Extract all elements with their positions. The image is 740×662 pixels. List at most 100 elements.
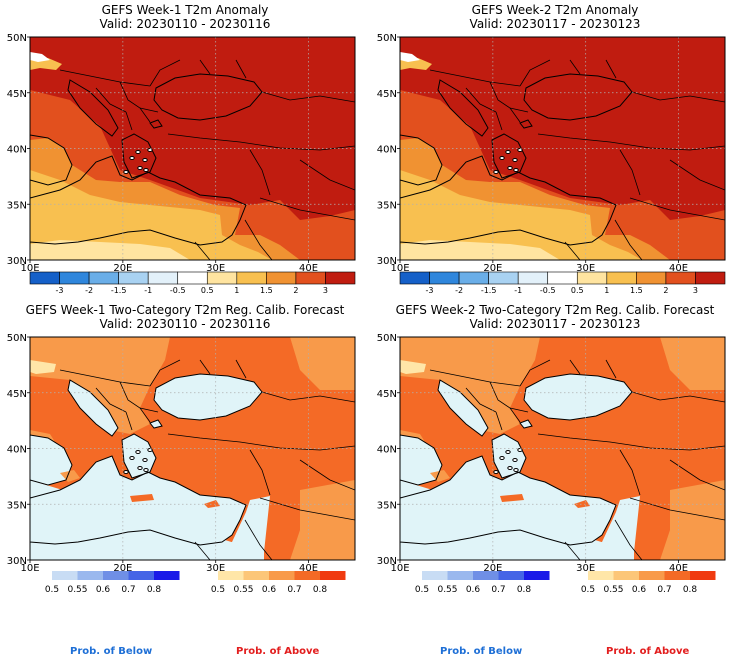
prob-colorbar-below: 0.5 0.55 0.6 0.7 0.8	[45, 571, 180, 595]
lon-tick-label: 30E	[206, 263, 225, 274]
island	[142, 458, 148, 462]
colorbar-tick-label: 0.55	[603, 585, 623, 595]
sea-area	[400, 435, 442, 485]
colorbar-tick-label: -1.5	[481, 286, 497, 295]
sea-area	[122, 434, 156, 478]
colorbar-box	[576, 271, 608, 285]
lon-tick-label: 30E	[576, 263, 595, 274]
probability-area	[660, 337, 725, 390]
colorbar-box	[177, 271, 208, 285]
colorbar-tick-label: 0.8	[313, 585, 328, 595]
probability-area	[290, 337, 355, 390]
legend-prob-below: Prob. of Below	[70, 646, 153, 657]
colorbar-box	[320, 571, 346, 580]
lon-tick-label: 20E	[113, 263, 132, 274]
island	[505, 450, 511, 454]
lat-tick-label: 30N	[7, 256, 27, 267]
map-frame	[29, 36, 356, 261]
colorbar-tick-label: -1	[144, 286, 152, 295]
colorbar-box	[458, 271, 489, 285]
colorbar-tick-label: -2	[455, 286, 463, 295]
panel-week1-probability: GEFS Week-1 Two-Category T2m Reg. Calib.…	[0, 300, 370, 662]
lat-tick-label: 30N	[7, 556, 27, 567]
island	[142, 158, 148, 162]
colorbar-tick-label: 0.5	[415, 585, 429, 595]
map-frame	[29, 336, 356, 561]
colorbar-box	[128, 571, 154, 580]
lat-tick-label: 40N	[7, 445, 27, 456]
lat-tick-label: 50N	[377, 333, 397, 344]
colorbar-box	[29, 271, 60, 285]
colorbar-box	[118, 271, 149, 285]
prob-colorbar-above: 0.5 0.55 0.6 0.7 0.8	[581, 571, 716, 595]
anomaly-contour	[30, 170, 272, 260]
lon-tick-label: 20E	[483, 263, 502, 274]
panel-title: GEFS Week-2 Two-Category T2m Reg. Calib.…	[395, 303, 715, 317]
lon-tick-label: 40E	[669, 263, 688, 274]
colorbar-box	[517, 271, 549, 285]
colorbar-box	[429, 271, 460, 285]
colorbar-tick-label: 0.8	[683, 585, 698, 595]
colorbar-tick-label: 0.6	[466, 585, 481, 595]
panel-title: GEFS Week-2 T2m Anomaly	[471, 3, 639, 17]
island	[517, 448, 523, 452]
lon-tick-label: 20E	[113, 563, 132, 574]
prob-colorbar-below: 0.5 0.55 0.6 0.7 0.8	[415, 571, 550, 595]
land-area	[60, 470, 80, 482]
island	[499, 156, 505, 160]
colorbar-tick-label: 2	[663, 286, 668, 295]
lat-tick-label: 40N	[7, 145, 27, 156]
lon-tick-label: 20E	[483, 563, 502, 574]
lat-tick-label: 50N	[7, 33, 27, 44]
colorbar-tick-label: -3	[426, 286, 434, 295]
colorbar-box	[103, 571, 129, 580]
colorbar-tick-label: 0.5	[45, 585, 59, 595]
colorbar-box	[422, 571, 448, 580]
colorbar-tick-label: 0.55	[67, 585, 87, 595]
lat-tick-label: 50N	[377, 33, 397, 44]
colorbar-tick-label: -2	[85, 286, 93, 295]
colorbar-box	[294, 571, 320, 580]
lat-tick-label: 45N	[377, 389, 397, 400]
colorbar-box	[524, 571, 550, 580]
panel-valid-dates: Valid: 20230110 - 20230116	[99, 317, 271, 331]
lat-tick-label: 35N	[377, 500, 397, 511]
colorbar-box	[59, 271, 90, 285]
colorbar-tick-label: 0.5	[211, 585, 225, 595]
colorbar-tick-label: 1.5	[630, 286, 643, 295]
island	[135, 150, 141, 154]
panel-week2-probability: GEFS Week-2 Two-Category T2m Reg. Calib.…	[370, 300, 740, 662]
anomaly-contour	[400, 170, 642, 260]
lon-tick-label: 10E	[20, 263, 39, 274]
colorbar-tick-label: 0.8	[147, 585, 162, 595]
anomaly-colorbar-boxes	[29, 271, 356, 285]
colorbar-box	[269, 571, 295, 580]
colorbar-tick-label: 1	[604, 286, 609, 295]
colorbar-box	[243, 571, 269, 580]
colorbar-tick-label: 0.55	[437, 585, 457, 595]
colorbar-box	[218, 571, 244, 580]
island	[123, 470, 129, 474]
island	[135, 450, 141, 454]
colorbar-box	[613, 571, 639, 580]
probability-area	[290, 480, 355, 560]
lat-tick-label: 45N	[377, 89, 397, 100]
coastlines	[400, 359, 725, 560]
colorbar-box	[606, 271, 637, 285]
colorbar-box	[206, 271, 238, 285]
island	[147, 448, 153, 452]
island	[512, 158, 518, 162]
colorbar-tick-label: 1	[234, 286, 239, 295]
colorbar-tick-label: 0.7	[287, 585, 301, 595]
island	[147, 148, 153, 152]
colorbar-box	[77, 571, 103, 580]
probability-colorbars: 0.5 0.55 0.6 0.7 0.8 0.5 0.55 0.6 0.7 0.8	[415, 571, 716, 595]
legend-prob-below: Prob. of Below	[440, 646, 523, 657]
sea-area	[30, 435, 72, 485]
island	[513, 468, 519, 472]
